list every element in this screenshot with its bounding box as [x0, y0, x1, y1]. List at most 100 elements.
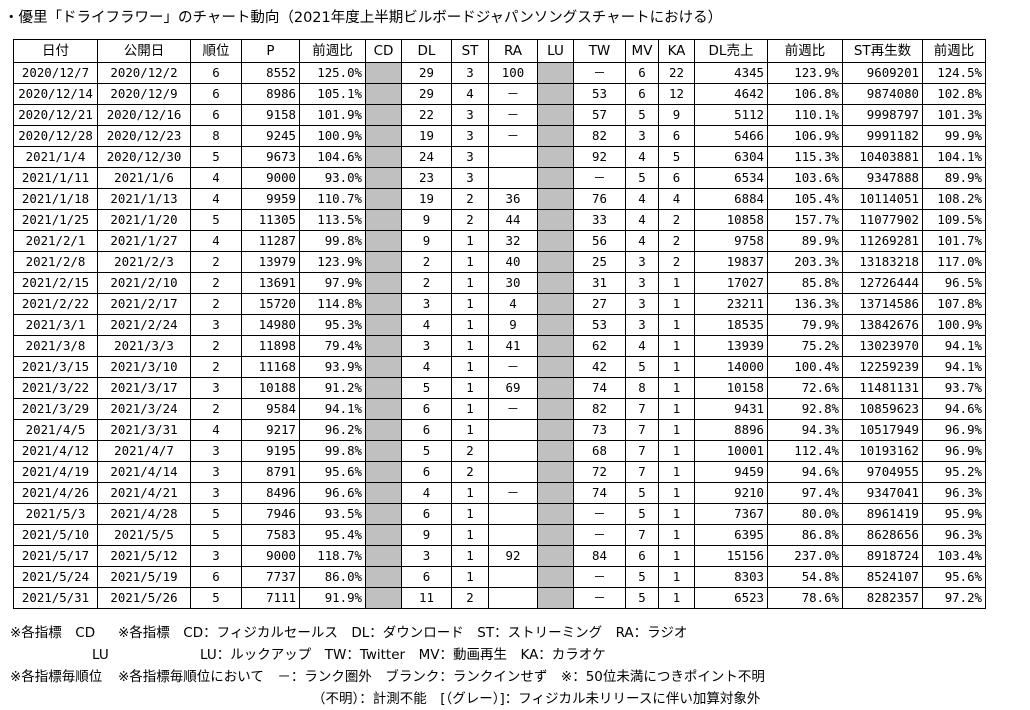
table-cell: 4	[401, 482, 452, 504]
table-cell: 3	[401, 335, 452, 357]
table-cell: 94.1%	[922, 356, 986, 378]
table-row: 2021/5/24 2021/5/19 6 7737 86.0% 6 1 － 5 1 8303 54.…	[13, 566, 986, 588]
table-cell: 106.8%	[767, 83, 843, 105]
table-cell: 92	[573, 146, 626, 168]
table-row: 2021/1/4 2020/12/30 5 9673 104.6% 24 3 92 4 5 6304…	[13, 146, 986, 168]
table-cell: 89.9%	[767, 230, 843, 252]
table-cell: 157.7%	[767, 209, 843, 231]
table-row: 2021/4/26 2021/4/21 3 8496 96.6% 4 1 － 74 5 1 9210 9…	[13, 482, 986, 504]
table-cell: 6	[401, 566, 452, 588]
table-cell: 36	[488, 188, 538, 210]
table-cell: 72	[573, 461, 626, 483]
table-cell: －	[573, 566, 626, 588]
table-row: 2021/5/3 2021/4/28 5 7946 93.5% 6 1 － 5 1 7367 80.0…	[13, 503, 986, 525]
table-cell: 118.7%	[299, 545, 366, 567]
table-cell: 10193162	[842, 440, 923, 462]
col-header: ST再生数	[842, 39, 923, 63]
table-cell: 2021/5/10	[13, 524, 98, 546]
table-cell: 2021/5/12	[97, 545, 191, 567]
table-cell: 13183218	[842, 251, 923, 273]
table-cell	[365, 83, 402, 105]
table-cell: 11305	[241, 209, 300, 231]
table-cell	[365, 104, 402, 126]
table-cell: 7737	[241, 566, 300, 588]
table-cell: 102.8%	[922, 83, 986, 105]
table-cell	[537, 461, 574, 483]
table-cell: 92.8%	[767, 398, 843, 420]
table-cell: 8628656	[842, 524, 923, 546]
table-cell	[537, 587, 574, 609]
table-cell: 123.9%	[299, 251, 366, 273]
table-cell: 10158	[694, 377, 768, 399]
table-row: 2021/2/15 2021/2/10 2 13691 97.9% 2 1 30 31 3 1 170…	[13, 272, 986, 294]
table-cell: 6534	[694, 167, 768, 189]
table-cell: 91.9%	[299, 587, 366, 609]
table-cell: 3	[625, 314, 659, 336]
table-cell: 57	[573, 104, 626, 126]
table-cell: 13714586	[842, 293, 923, 315]
table-cell: 9	[488, 314, 538, 336]
table-cell: 31	[573, 272, 626, 294]
table-cell: 42	[573, 356, 626, 378]
table-cell: 4345	[694, 62, 768, 84]
table-cell: 2021/1/11	[13, 167, 98, 189]
table-cell: 9210	[694, 482, 768, 504]
table-cell: 3	[451, 146, 489, 168]
table-cell	[365, 125, 402, 147]
table-cell	[365, 146, 402, 168]
table-cell: 11	[401, 587, 452, 609]
table-cell: 5	[190, 524, 242, 546]
table-cell: 2021/3/29	[13, 398, 98, 420]
table-cell: 85.8%	[767, 272, 843, 294]
col-header: ST	[451, 39, 489, 63]
table-row: 2021/3/29 2021/3/24 2 9584 94.1% 6 1 － 82 7 1 9431 9…	[13, 398, 986, 420]
table-cell: 3	[190, 461, 242, 483]
table-cell: 94.6%	[922, 398, 986, 420]
table-cell	[488, 146, 538, 168]
table-cell: 9	[401, 209, 452, 231]
table-cell: －	[573, 524, 626, 546]
table-cell: 97.9%	[299, 272, 366, 294]
table-cell: 10859623	[842, 398, 923, 420]
table-cell: 2021/1/13	[97, 188, 191, 210]
table-cell: －	[573, 587, 626, 609]
table-cell: 2021/4/12	[13, 440, 98, 462]
table-cell	[537, 440, 574, 462]
table-cell: 96.2%	[299, 419, 366, 441]
table-cell: 2	[401, 272, 452, 294]
table-cell: 3	[625, 251, 659, 273]
table-cell	[365, 566, 402, 588]
table-cell: 96.9%	[922, 440, 986, 462]
table-cell: 4642	[694, 83, 768, 105]
table-cell: 33	[573, 209, 626, 231]
table-cell: 56	[573, 230, 626, 252]
table-cell: 10403881	[842, 146, 923, 168]
table-cell: 94.1%	[922, 335, 986, 357]
table-cell: 2	[658, 230, 695, 252]
table-cell: 12	[658, 83, 695, 105]
table-cell: 7	[625, 461, 659, 483]
table-cell: 32	[488, 230, 538, 252]
table-cell: 4	[625, 188, 659, 210]
table-cell: 69	[488, 377, 538, 399]
table-cell: 7	[625, 440, 659, 462]
table-cell: 62	[573, 335, 626, 357]
table-cell: 2021/3/1	[13, 314, 98, 336]
table-cell: 109.5%	[922, 209, 986, 231]
table-cell: 4	[488, 293, 538, 315]
table-cell: 19	[401, 188, 452, 210]
table-cell: 2021/5/3	[13, 503, 98, 525]
table-row: 2021/3/8 2021/3/3 2 11898 79.4% 3 1 41 62 4 1 13939…	[13, 335, 986, 357]
table-cell: 101.3%	[922, 104, 986, 126]
table-cell: 96.9%	[922, 419, 986, 441]
table-cell: 8896	[694, 419, 768, 441]
table-cell: 2021/4/19	[13, 461, 98, 483]
table-cell: 14000	[694, 356, 768, 378]
table-cell: 96.5%	[922, 272, 986, 294]
table-cell: 2021/2/10	[97, 272, 191, 294]
table-row: 2021/5/10 2021/5/5 5 7583 95.4% 9 1 － 7 1 6395 86.8…	[13, 524, 986, 546]
table-cell: 114.8%	[299, 293, 366, 315]
table-cell	[365, 335, 402, 357]
table-cell	[537, 104, 574, 126]
table-cell: 237.0%	[767, 545, 843, 567]
